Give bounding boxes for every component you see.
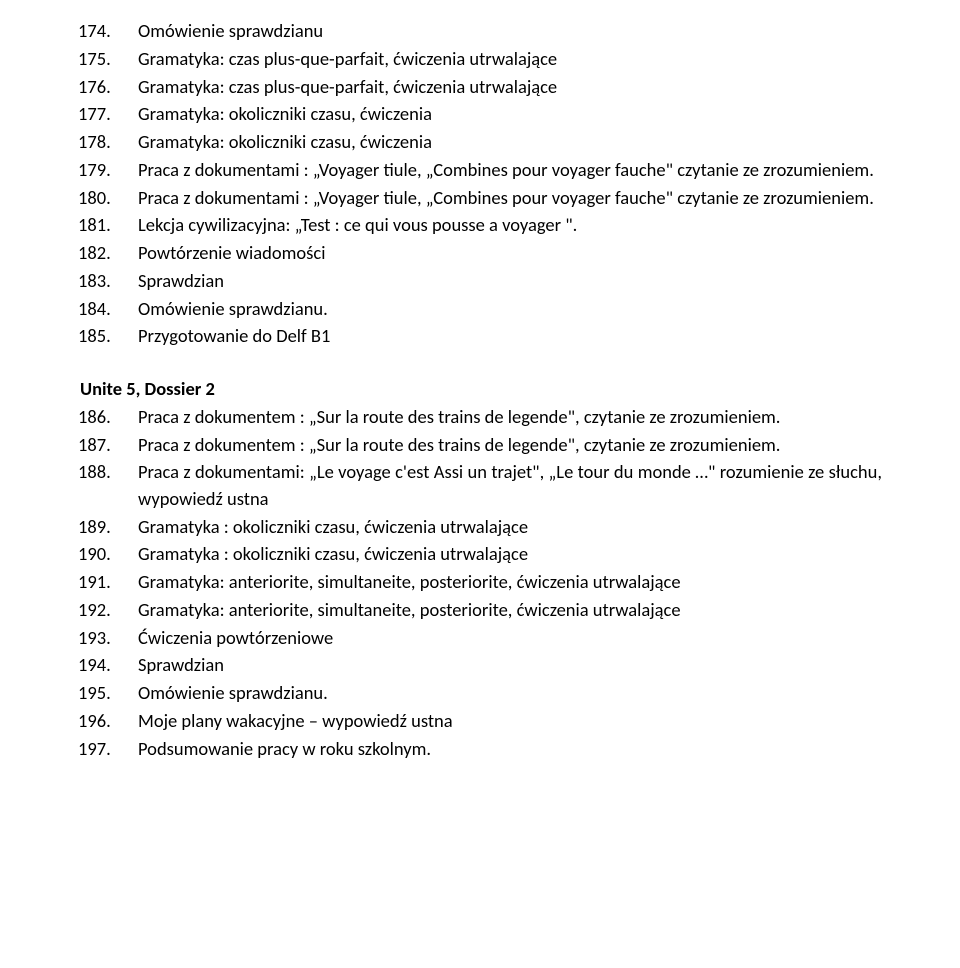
list-item: 183.Sprawdzian <box>78 268 882 294</box>
list-item: 185.Przygotowanie do Delf B1 <box>78 323 882 349</box>
list-item-text: Omówienie sprawdzianu. <box>138 296 882 322</box>
list-item-text: Powtórzenie wiadomości <box>138 240 882 266</box>
list-item: 179.Praca z dokumentami : „Voyager tiule… <box>78 157 882 183</box>
list-item-text: Praca z dokumentami : „Voyager tiule, „C… <box>138 157 882 183</box>
list-item-text: Podsumowanie pracy w roku szkolnym. <box>138 736 882 762</box>
list-item-number: 186. <box>78 404 138 430</box>
list-item-number: 188. <box>78 459 138 485</box>
list-item-number: 176. <box>78 74 138 100</box>
list-item: 195.Omówienie sprawdzianu. <box>78 680 882 706</box>
list-item-text: Gramatyka: okoliczniki czasu, ćwiczenia <box>138 101 882 127</box>
list-item-text: Lekcja cywilizacyjna: „Test : ce qui vou… <box>138 212 882 238</box>
list-item-number: 184. <box>78 296 138 322</box>
list-item-text: Gramatyka : okoliczniki czasu, ćwiczenia… <box>138 541 882 567</box>
section-heading: Unite 5, Dossier 2 <box>78 376 882 402</box>
list-item-text: Gramatyka: anteriorite, simultaneite, po… <box>138 569 882 595</box>
list-item-text: Gramatyka : okoliczniki czasu, ćwiczenia… <box>138 514 882 540</box>
list-item: 175.Gramatyka: czas plus-que-parfait, ćw… <box>78 46 882 72</box>
list-item-text: Ćwiczenia powtórzeniowe <box>138 625 882 651</box>
list-item: 180.Praca z dokumentami : „Voyager tiule… <box>78 185 882 211</box>
list-item: 176.Gramatyka: czas plus-que-parfait, ćw… <box>78 74 882 100</box>
list-item-number: 194. <box>78 652 138 678</box>
list-item-number: 192. <box>78 597 138 623</box>
list-item-number: 175. <box>78 46 138 72</box>
list-item-number: 187. <box>78 432 138 458</box>
list-item: 193.Ćwiczenia powtórzeniowe <box>78 625 882 651</box>
list-item: 190.Gramatyka : okoliczniki czasu, ćwicz… <box>78 541 882 567</box>
list-item-number: 182. <box>78 240 138 266</box>
numbered-list-2: 186.Praca z dokumentem : „Sur la route d… <box>78 404 882 762</box>
list-item: 192.Gramatyka: anteriorite, simultaneite… <box>78 597 882 623</box>
list-item-number: 185. <box>78 323 138 349</box>
list-item: 194.Sprawdzian <box>78 652 882 678</box>
list-item-text: Przygotowanie do Delf B1 <box>138 323 882 349</box>
list-item-text: Sprawdzian <box>138 652 882 678</box>
list-item-text: Sprawdzian <box>138 268 882 294</box>
list-item-text: Moje plany wakacyjne – wypowiedź ustna <box>138 708 882 734</box>
list-item-text: Praca z dokumentem : „Sur la route des t… <box>138 432 882 458</box>
list-item: 182.Powtórzenie wiadomości <box>78 240 882 266</box>
list-item-number: 197. <box>78 736 138 762</box>
list-item-number: 196. <box>78 708 138 734</box>
list-item-number: 191. <box>78 569 138 595</box>
list-item-text: Praca z dokumentem : „Sur la route des t… <box>138 404 882 430</box>
list-item: 197.Podsumowanie pracy w roku szkolnym. <box>78 736 882 762</box>
list-item-text: Praca z dokumentami: „Le voyage c'est As… <box>138 459 882 512</box>
list-item-number: 183. <box>78 268 138 294</box>
list-item: 181.Lekcja cywilizacyjna: „Test : ce qui… <box>78 212 882 238</box>
list-item-number: 174. <box>78 18 138 44</box>
list-item: 196.Moje plany wakacyjne – wypowiedź ust… <box>78 708 882 734</box>
list-item-number: 189. <box>78 514 138 540</box>
list-item-text: Gramatyka: okoliczniki czasu, ćwiczenia <box>138 129 882 155</box>
list-item-number: 195. <box>78 680 138 706</box>
list-item: 178.Gramatyka: okoliczniki czasu, ćwicze… <box>78 129 882 155</box>
numbered-list-1: 174.Omówienie sprawdzianu175.Gramatyka: … <box>78 18 882 350</box>
list-item: 177.Gramatyka: okoliczniki czasu, ćwicze… <box>78 101 882 127</box>
list-item-number: 193. <box>78 625 138 651</box>
list-item-text: Omówienie sprawdzianu <box>138 18 882 44</box>
list-item: 189.Gramatyka : okoliczniki czasu, ćwicz… <box>78 514 882 540</box>
list-item-number: 181. <box>78 212 138 238</box>
list-item: 188.Praca z dokumentami: „Le voyage c'es… <box>78 459 882 512</box>
list-item: 187.Praca z dokumentem : „Sur la route d… <box>78 432 882 458</box>
list-item-text: Praca z dokumentami : „Voyager tiule, „C… <box>138 185 882 211</box>
list-item-number: 178. <box>78 129 138 155</box>
list-item: 186.Praca z dokumentem : „Sur la route d… <box>78 404 882 430</box>
list-item: 191.Gramatyka: anteriorite, simultaneite… <box>78 569 882 595</box>
list-item-number: 179. <box>78 157 138 183</box>
list-item-text: Gramatyka: czas plus-que-parfait, ćwicze… <box>138 74 882 100</box>
list-item: 184.Omówienie sprawdzianu. <box>78 296 882 322</box>
list-item: 174.Omówienie sprawdzianu <box>78 18 882 44</box>
list-item-number: 190. <box>78 541 138 567</box>
list-item-number: 177. <box>78 101 138 127</box>
list-item-text: Omówienie sprawdzianu. <box>138 680 882 706</box>
list-item-text: Gramatyka: czas plus-que-parfait, ćwicze… <box>138 46 882 72</box>
list-item-text: Gramatyka: anteriorite, simultaneite, po… <box>138 597 882 623</box>
list-item-number: 180. <box>78 185 138 211</box>
